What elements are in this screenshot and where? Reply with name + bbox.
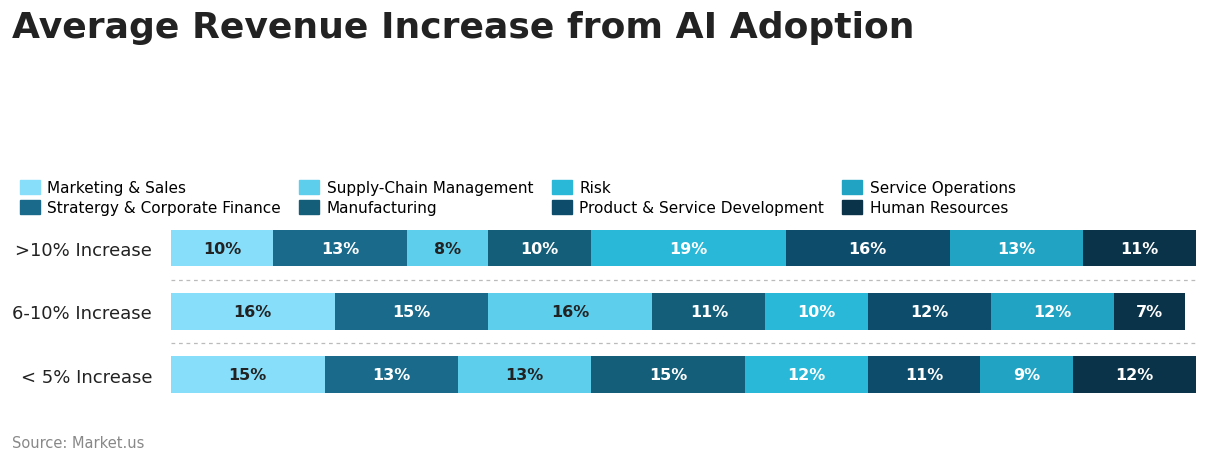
Text: 13%: 13%	[505, 367, 543, 382]
Bar	[171, 356, 325, 393]
Bar	[171, 293, 334, 330]
Text: 10%: 10%	[203, 241, 242, 256]
Text: 19%: 19%	[670, 241, 708, 256]
Text: 13%: 13%	[997, 241, 1036, 256]
Text: 11%: 11%	[689, 304, 728, 319]
Text: 9%: 9%	[1013, 367, 1041, 382]
Text: 12%: 12%	[1033, 304, 1071, 319]
Text: 11%: 11%	[1120, 241, 1158, 256]
Bar	[273, 230, 406, 267]
Bar	[325, 356, 458, 393]
Text: 12%: 12%	[910, 304, 948, 319]
Bar	[334, 293, 488, 330]
Text: 7%: 7%	[1136, 304, 1163, 319]
Text: 13%: 13%	[372, 367, 410, 382]
Bar	[488, 293, 653, 330]
Bar	[171, 230, 273, 267]
Bar	[1072, 356, 1196, 393]
Text: 13%: 13%	[321, 241, 359, 256]
Text: 10%: 10%	[521, 241, 559, 256]
Bar	[1083, 230, 1196, 267]
Bar	[786, 230, 949, 267]
Bar	[949, 230, 1083, 267]
Bar	[867, 356, 981, 393]
Text: 10%: 10%	[798, 304, 836, 319]
Bar	[590, 230, 786, 267]
Text: 16%: 16%	[234, 304, 272, 319]
Text: 16%: 16%	[849, 241, 887, 256]
Text: 15%: 15%	[393, 304, 431, 319]
Text: 11%: 11%	[905, 367, 943, 382]
Bar	[406, 230, 488, 267]
Bar	[981, 356, 1072, 393]
Bar	[590, 356, 744, 393]
Legend: Marketing & Sales, Stratergy & Corporate Finance, Supply-Chain Management, Manuf: Marketing & Sales, Stratergy & Corporate…	[20, 181, 1016, 216]
Bar	[1114, 293, 1186, 330]
Text: Average Revenue Increase from AI Adoption: Average Revenue Increase from AI Adoptio…	[12, 11, 915, 46]
Text: 12%: 12%	[787, 367, 825, 382]
Text: 15%: 15%	[228, 367, 267, 382]
Bar	[765, 293, 867, 330]
Bar	[488, 230, 590, 267]
Bar	[744, 356, 867, 393]
Bar	[653, 293, 765, 330]
Text: 12%: 12%	[1115, 367, 1153, 382]
Bar	[458, 356, 590, 393]
Text: 16%: 16%	[551, 304, 589, 319]
Text: 8%: 8%	[434, 241, 461, 256]
Bar	[991, 293, 1114, 330]
Bar	[867, 293, 991, 330]
Text: 15%: 15%	[649, 367, 687, 382]
Text: Source: Market.us: Source: Market.us	[12, 435, 145, 450]
